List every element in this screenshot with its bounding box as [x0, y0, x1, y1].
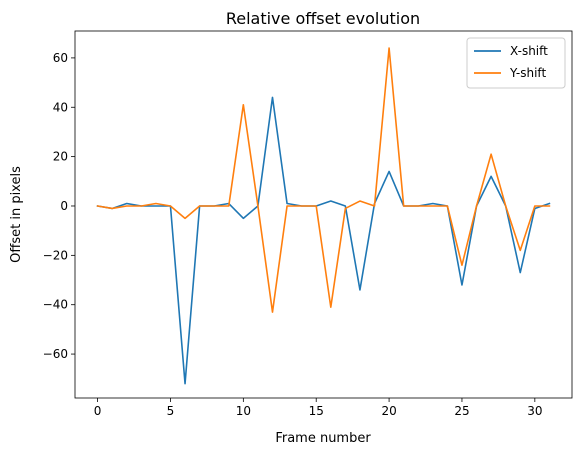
x-axis-label: Frame number	[275, 431, 371, 446]
x-tick-label: 10	[236, 404, 251, 418]
x-tick-label: 20	[381, 404, 396, 418]
series-layer	[96, 47, 551, 385]
legend-label-y-shift: Y-shift	[509, 66, 546, 80]
chart-title: Relative offset evolution	[226, 9, 420, 28]
x-tick-label: 0	[94, 404, 102, 418]
y-tick-label: −60	[43, 347, 68, 361]
x-tick-label: 5	[167, 404, 175, 418]
x-tick-label: 15	[309, 404, 324, 418]
y-tick-label: 0	[60, 199, 68, 213]
axes-frame	[74, 30, 573, 399]
y-tick-label: 60	[53, 51, 68, 65]
x-tick-label: 25	[454, 404, 469, 418]
y-tick-label: −20	[43, 248, 68, 262]
x-axis-ticks: 0 5 10 15 20 25 30	[94, 398, 542, 418]
legend: X-shift Y-shift	[466, 37, 566, 89]
y-tick-label: 20	[53, 150, 68, 164]
y-axis-label: Offset in pixels	[9, 166, 24, 263]
y-tick-label: 40	[53, 100, 68, 114]
legend-label-x-shift: X-shift	[510, 44, 548, 58]
x-tick-label: 30	[527, 404, 542, 418]
y-axis-ticks: −60 −40 −20 0 20 40 60	[43, 51, 75, 361]
plot-area	[74, 30, 573, 399]
y-tick-label: −40	[43, 298, 68, 312]
series-line-y-shift	[96, 47, 551, 313]
